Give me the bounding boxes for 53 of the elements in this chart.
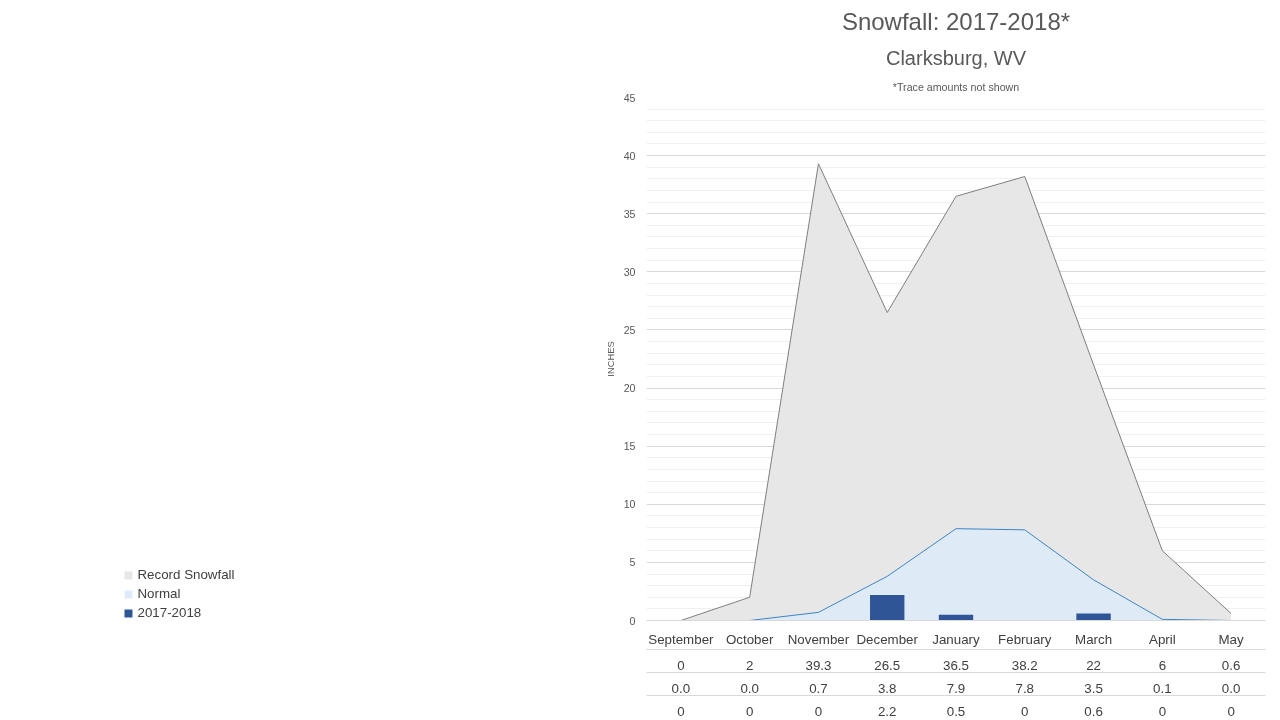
x-tick-label: April [1149,631,1176,647]
y-tick-label: 10 [623,498,636,511]
data-label: 0 [1227,703,1235,719]
data-label: 0.6 [1221,657,1241,673]
data-label: 0 [677,657,685,673]
data-label: 38.2 [1011,657,1038,673]
legend-label: 2017-2018 [137,605,202,620]
y-tick-label: 0 [629,614,636,627]
data-label: 0 [1021,703,1029,719]
data-label: 36.5 [943,657,969,673]
data-label: 0.0 [671,680,691,696]
x-tick-label: May [1218,631,1245,647]
data-label: 26.5 [874,657,901,673]
text: *Trace amounts not shown [892,80,1020,93]
data-label: 0.1 [1153,680,1172,696]
data-label: 0 [677,703,685,719]
legend-label: Record Snowfall [137,567,235,582]
data-label: 0.7 [809,680,828,696]
x-tick-label: September [648,631,715,647]
data-label: 0.0 [740,680,759,696]
chart-title: Snowfall: 2017-2018* [841,7,1071,35]
y-tick-label: 40 [623,149,636,162]
y-axis-title: INCHES [605,341,616,377]
data-label: 6 [1158,657,1167,673]
y-tick-label: 5 [629,556,636,569]
data-label: 0.0 [1221,680,1241,696]
data-label: 0.5 [946,703,966,719]
x-tick-label: December [856,631,919,647]
data-label: 0.6 [1084,703,1103,719]
x-tick-label: January [932,631,981,647]
x-tick-label: October [725,631,774,647]
data-label: 7.8 [1015,680,1035,696]
legend-label: Normal [137,586,181,601]
x-tick-label: February [998,631,1052,647]
y-tick-label: 15 [623,440,636,453]
data-label: 7.9 [946,680,966,696]
data-label: 3.8 [877,680,897,696]
data-label: 2.2 [877,703,897,719]
data-label: 3.5 [1084,680,1103,696]
data-label: 2 [745,657,754,673]
y-tick-label: 30 [623,265,636,278]
data-label: 0 [814,703,823,719]
y-tick-label: 25 [623,323,636,336]
y-tick-label: 35 [623,207,636,220]
data-label: 0 [1158,703,1167,719]
data-label: 39.3 [805,657,832,673]
x-tick-label: March [1075,631,1113,647]
data-label: 22 [1086,657,1101,673]
x-tick-label: November [787,631,850,647]
chart-subtitle: Clarksburg, WV [885,46,1027,69]
y-tick-label: 45 [623,91,636,104]
y-tick-label: 20 [623,382,636,395]
data-label: 0 [745,703,754,719]
